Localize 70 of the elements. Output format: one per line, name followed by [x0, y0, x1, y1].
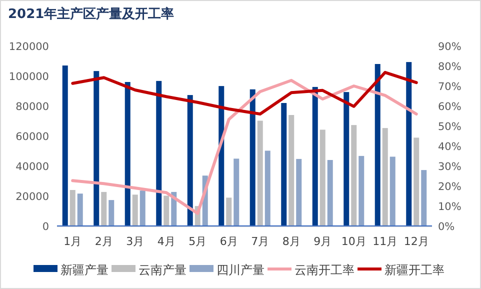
bar [281, 103, 287, 226]
bar [382, 128, 388, 226]
bar [358, 156, 364, 226]
y2-tick-label: 20% [438, 181, 462, 193]
x-tick-label: 9月 [314, 235, 332, 248]
line-series [71, 78, 418, 215]
legend-label: 四川产量 [216, 263, 264, 277]
bar [351, 125, 357, 226]
bar [250, 89, 256, 226]
bar [70, 190, 76, 226]
bar [312, 86, 318, 226]
y2-tick-label: 90% [438, 41, 462, 53]
y-tick-label: 0 [42, 221, 49, 233]
bar [77, 194, 83, 226]
x-tick-label: 11月 [372, 235, 398, 248]
bar [156, 80, 162, 226]
y2-tick-label: 30% [438, 161, 462, 173]
y2-tick-label: 40% [438, 141, 462, 153]
x-tick-label: 2月 [94, 235, 113, 248]
bar [296, 158, 302, 226]
bar [414, 138, 420, 226]
bar [374, 64, 380, 226]
y2-tick-label: 10% [438, 201, 462, 213]
bar [132, 194, 138, 226]
bar [164, 196, 170, 226]
y2-tick-label: 0% [438, 221, 455, 233]
y-tick-label: 40000 [16, 161, 49, 173]
x-tick-label: 6月 [220, 235, 238, 248]
bar [140, 190, 146, 226]
y2-tick-label: 70% [438, 81, 462, 93]
legend-label: 云南产量 [138, 263, 186, 277]
bar [406, 62, 412, 226]
chart-title: 2021年主产区产量及开工率 [8, 6, 174, 22]
bar [94, 71, 100, 226]
bar [390, 156, 396, 226]
x-tick-label: 1月 [64, 235, 82, 248]
bar [187, 95, 193, 226]
y2-tick-label: 60% [438, 101, 462, 113]
legend-label: 新疆产量 [60, 263, 108, 277]
x-tick-label: 4月 [157, 235, 176, 248]
legend-label: 云南开工率 [294, 263, 354, 277]
y-tick-label: 20000 [16, 191, 49, 203]
y2-tick-label: 50% [438, 121, 462, 133]
bar [327, 160, 333, 226]
bar [421, 170, 427, 226]
y-tick-label: 60000 [16, 131, 49, 143]
y-tick-label: 80000 [16, 101, 49, 113]
bar [288, 115, 294, 226]
x-tick-label: 3月 [126, 235, 144, 248]
y-tick-label: 100000 [8, 71, 49, 83]
bar [234, 158, 240, 226]
bar [218, 86, 224, 226]
x-tick-label: 8月 [282, 235, 300, 248]
x-tick-label: 10月 [341, 235, 366, 248]
x-tick-label: 5月 [188, 235, 207, 248]
x-tick-label: 7月 [251, 235, 270, 248]
legend-label: 新疆开工率 [384, 263, 444, 277]
bar [320, 130, 326, 226]
bar [344, 92, 350, 226]
y-tick-label: 120000 [8, 41, 49, 53]
bar [101, 192, 107, 226]
y2-tick-label: 80% [438, 61, 462, 73]
line-series [71, 70, 418, 116]
bar [108, 200, 114, 226]
bar [257, 120, 263, 226]
bar [264, 150, 270, 226]
x-tick-label: 12月 [404, 235, 429, 248]
bar [62, 66, 68, 226]
bar [124, 82, 130, 226]
bar [226, 198, 232, 226]
